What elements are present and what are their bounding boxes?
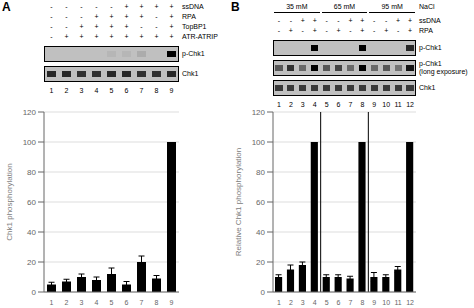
html-text:NaCl: NaCl [419,3,435,10]
svg-text:10: 10 [382,299,390,306]
svg-text:120: 120 [23,108,37,117]
html-text:ssDNA: ssDNA [182,3,204,10]
svg-text:3: 3 [80,299,84,306]
html-text:RPA: RPA [419,27,433,34]
svg-text:5: 5 [110,299,114,306]
svg-text:120: 120 [252,108,266,117]
html-text:4: 4 [312,101,317,108]
svg-text:100: 100 [252,138,266,147]
html-text:2: 2 [64,87,69,94]
html-text:2: 2 [288,101,293,108]
html-text:9: 9 [372,101,377,108]
svg-text:8: 8 [155,299,159,306]
svg-text:60: 60 [27,198,36,207]
html-text:B: B [231,0,240,14]
html-text:12: 12 [406,101,414,108]
html-text:9: 9 [169,87,174,94]
html-text:5: 5 [109,87,114,94]
svg-text:20: 20 [27,258,36,267]
html-text:ATR-ATRIP: ATR-ATRIP [182,33,218,40]
html-text:10: 10 [382,101,391,108]
svg-text:2: 2 [289,299,293,306]
html-text:6: 6 [336,101,341,108]
svg-text:80: 80 [256,168,265,177]
svg-text:7: 7 [140,299,144,306]
html-text:65 mM: 65 mM [333,3,356,10]
html-text:35 mM: 35 mM [286,3,308,10]
html-text:8: 8 [154,87,159,94]
html-text:p-Chk1: p-Chk1 [419,44,442,51]
html-text:6: 6 [124,87,129,94]
svg-text:9: 9 [170,299,174,306]
svg-text:4: 4 [95,299,99,306]
svg-text:11: 11 [394,299,401,306]
svg-text:2: 2 [65,299,69,306]
html-text:11: 11 [394,101,402,108]
svg-text:40: 40 [27,228,36,237]
svg-text:100: 100 [23,138,37,147]
html-text:1: 1 [49,87,54,94]
svg-text:9: 9 [372,299,376,306]
html-text:1: 1 [277,101,281,108]
html-text:7: 7 [348,101,353,108]
svg-text:1: 1 [50,299,54,306]
html-text:Chk1: Chk1 [182,70,199,77]
svg-text:Relative Chk1 phosphorylation: Relative Chk1 phosphorylation [234,148,243,257]
svg-text:1: 1 [277,299,281,306]
html-text:Chk1: Chk1 [419,84,436,91]
svg-text:0: 0 [261,288,266,297]
html-text:A: A [2,0,11,14]
svg-text:Chk1 phosphorylation: Chk1 phosphorylation [8,163,14,240]
html-text:RPA: RPA [182,13,196,20]
html-text:3: 3 [79,87,84,94]
html-text:p-Chk1 (long exposure): p-Chk1 (long exposure) [419,60,468,75]
html-text:3: 3 [300,101,305,108]
svg-text:7: 7 [349,299,353,306]
svg-text:0: 0 [32,288,37,297]
svg-text:3: 3 [301,299,305,306]
html-text:4: 4 [94,87,99,94]
svg-text:12: 12 [406,299,414,306]
html-text:7: 7 [139,87,144,94]
svg-text:5: 5 [325,299,329,306]
svg-text:80: 80 [27,168,36,177]
html-text:5: 5 [324,101,329,108]
svg-text:6: 6 [337,299,341,306]
svg-text:20: 20 [256,258,265,267]
svg-text:8: 8 [360,299,364,306]
svg-text:4: 4 [313,299,317,306]
html-text:95 mM: 95 mM [381,3,403,10]
html-text:TopBP1: TopBP1 [182,23,207,30]
svg-text:60: 60 [256,198,265,207]
html-text:ssDNA: ssDNA [419,17,441,24]
svg-text:40: 40 [256,228,265,237]
svg-text:6: 6 [125,299,129,306]
html-text:p-Chk1: p-Chk1 [182,50,205,57]
html-text:8: 8 [360,101,365,108]
